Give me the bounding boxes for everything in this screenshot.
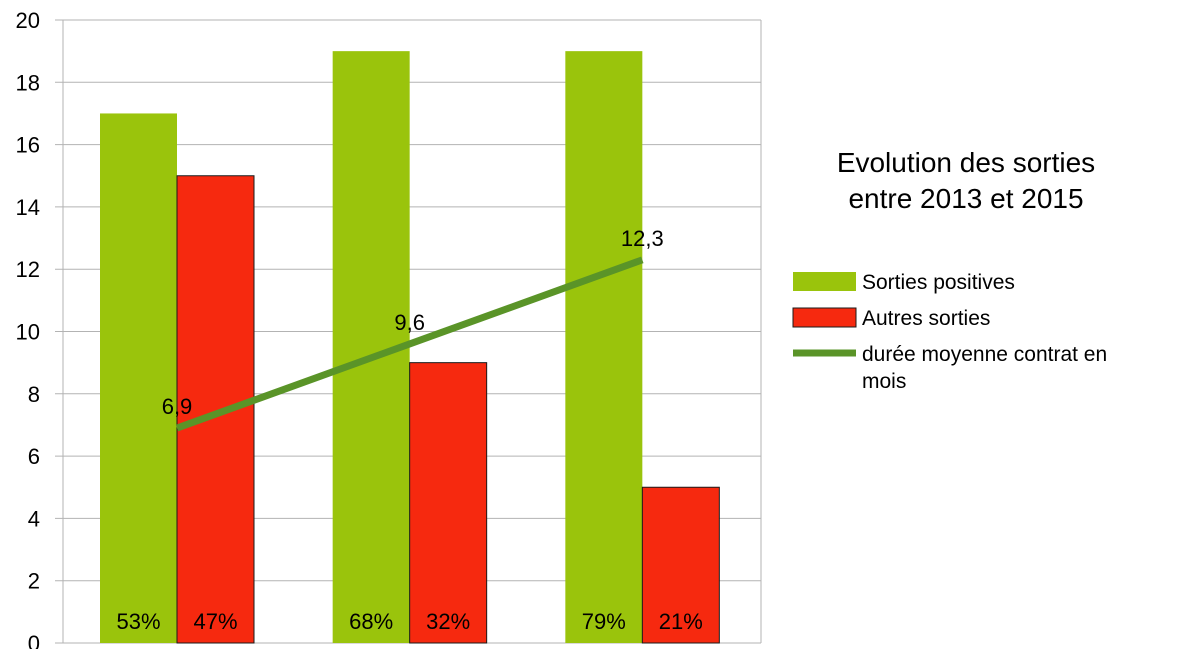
y-tick-label: 10 <box>16 320 40 345</box>
legend-swatch <box>793 272 856 291</box>
y-tick-label: 8 <box>28 382 40 407</box>
y-tick-label: 14 <box>16 195 40 220</box>
bar-data-label: 21% <box>659 609 703 634</box>
bar <box>409 362 488 644</box>
chart-title-line: Evolution des sorties <box>837 147 1095 178</box>
bar <box>100 113 177 643</box>
bar-labels: 53% 68% 79% 47% 32% 21% <box>116 609 702 634</box>
line-series <box>175 256 644 432</box>
bar-data-label: 68% <box>349 609 393 634</box>
line-data-label: 9,6 <box>394 310 425 335</box>
y-tick-label: 2 <box>28 569 40 594</box>
line-path <box>175 256 644 432</box>
legend-label: durée moyenne contrat en mois <box>862 343 1107 393</box>
line-data-label: 6,9 <box>162 394 193 419</box>
line-labels: 6,9 9,6 12,3 <box>162 226 664 419</box>
legend: Sorties positives Autres sorties durée moy… <box>792 271 1107 393</box>
y-axis-ticks: 0 2 4 6 8 10 12 14 16 18 20 <box>16 8 40 649</box>
y-tick-label: 20 <box>16 8 40 33</box>
chart-title-line: entre 2013 et 2015 <box>848 183 1083 214</box>
bar-data-label: 47% <box>193 609 237 634</box>
bar <box>641 486 720 644</box>
bar-data-label: 79% <box>582 609 626 634</box>
legend-label: Sorties positives <box>862 271 1015 294</box>
bar <box>565 51 643 643</box>
bar <box>176 175 255 644</box>
bars <box>100 51 720 644</box>
legend-swatch <box>792 307 857 328</box>
y-tick-label: 0 <box>28 631 40 649</box>
bar-data-label: 53% <box>116 609 160 634</box>
line-data-label: 12,3 <box>621 226 664 251</box>
chart-title: Evolution des sorties entre 2013 et 2015 <box>837 147 1095 214</box>
y-tick-label: 16 <box>16 133 40 158</box>
bar-data-label: 32% <box>426 609 470 634</box>
y-tick-label: 4 <box>28 506 40 531</box>
legend-label: Autres sorties <box>862 307 990 330</box>
y-tick-label: 12 <box>16 257 40 282</box>
y-tick-label: 18 <box>16 70 40 95</box>
y-tick-label: 6 <box>28 444 40 469</box>
